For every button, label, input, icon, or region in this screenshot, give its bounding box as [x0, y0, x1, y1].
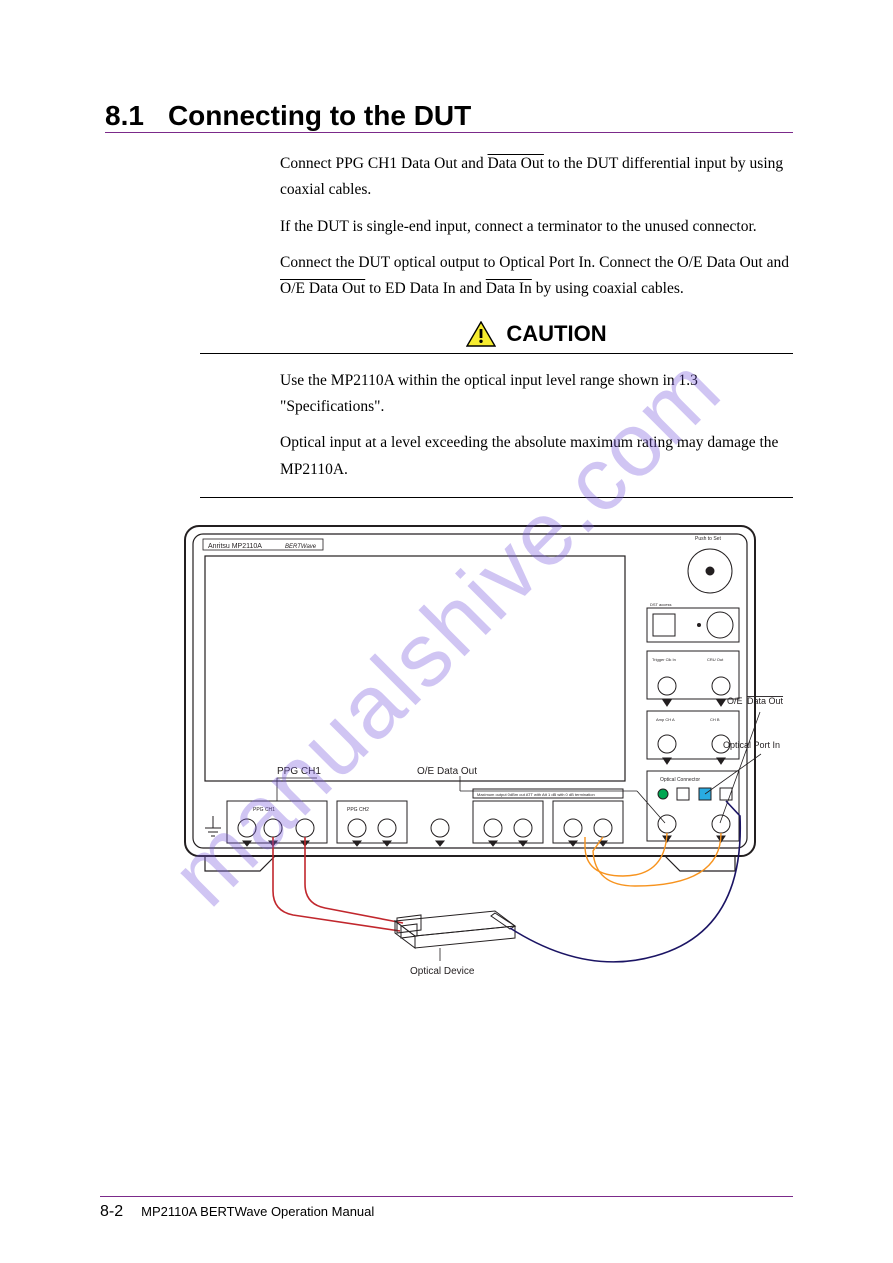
section-header: 8.1 Connecting to the DUT [105, 100, 793, 132]
paragraph-3: Connect the DUT optical output to Optica… [280, 250, 793, 303]
device-svg: Anritsu MP2110A BERTWave Push to Set DST… [165, 516, 805, 986]
control-panel: Push to Set DST access Trigger Clk In CR… [647, 536, 739, 842]
label-data-out-bar: Data Out [747, 696, 784, 706]
caution-label: CAUTION [506, 321, 606, 347]
page: 8.1 Connecting to the DUT Connect PPG CH… [0, 0, 893, 1263]
svg-text:BERTWave: BERTWave [285, 544, 317, 550]
section-number: 8.1 [105, 100, 144, 131]
bottom-connectors: PPG CH1 PPG CH2 [205, 789, 623, 846]
svg-text:Push to Set: Push to Set [695, 536, 721, 542]
caution-line-2: Optical input at a level exceeding the a… [280, 430, 793, 483]
section-rule [105, 132, 793, 133]
svg-text:CH B: CH B [710, 717, 720, 722]
cable-blue [510, 801, 740, 962]
caution-line-1: Use the MP2110A within the optical input… [280, 368, 793, 421]
svg-text:Optical Connector: Optical Connector [660, 777, 700, 783]
svg-text:CRU Out: CRU Out [707, 657, 724, 662]
label-opt-in: Optical Port In [723, 740, 780, 750]
warning-icon [466, 321, 496, 347]
caution-rule-top [200, 353, 793, 354]
svg-text:Amp CH A: Amp CH A [656, 717, 675, 722]
footer-rule [100, 1196, 793, 1197]
brand-text: Anritsu MP2110A [208, 543, 262, 550]
cable-red [273, 837, 403, 931]
svg-text:Trigger Clk In: Trigger Clk In [652, 657, 676, 662]
paragraph-1: Connect PPG CH1 Data Out and Data Out to… [280, 151, 793, 204]
dut [395, 911, 515, 948]
footer: 8-2 MP2110A BERTWave Operation Manual [100, 1196, 793, 1221]
svg-text:O/E: O/E [727, 696, 743, 706]
caution-text: Use the MP2110A within the optical input… [280, 368, 793, 483]
label-optical-device: Optical Device [410, 966, 475, 977]
section-title: Connecting to the DUT [168, 100, 471, 131]
svg-text:PPG CH2: PPG CH2 [347, 807, 369, 813]
caution-rule-bottom [200, 497, 793, 498]
label-data-out: O/E Data Out [417, 766, 477, 777]
paragraph-2: If the DUT is single-end input, connect … [280, 214, 793, 240]
body-text: Connect PPG CH1 Data Out and Data Out to… [280, 151, 793, 303]
footer-page: 8-2 [100, 1203, 123, 1221]
label-ppg-ch1: PPG CH1 [277, 766, 321, 777]
caution-header: CAUTION [280, 321, 793, 347]
footer-text: MP2110A BERTWave Operation Manual [141, 1204, 374, 1219]
svg-text:Maximum output 0dBm out ATT wi: Maximum output 0dBm out ATT with Att 1 d… [477, 792, 595, 797]
svg-text:DST access: DST access [650, 602, 672, 607]
device-figure: Anritsu MP2110A BERTWave Push to Set DST… [165, 516, 793, 986]
svg-text:PPG CH1: PPG CH1 [253, 807, 275, 813]
